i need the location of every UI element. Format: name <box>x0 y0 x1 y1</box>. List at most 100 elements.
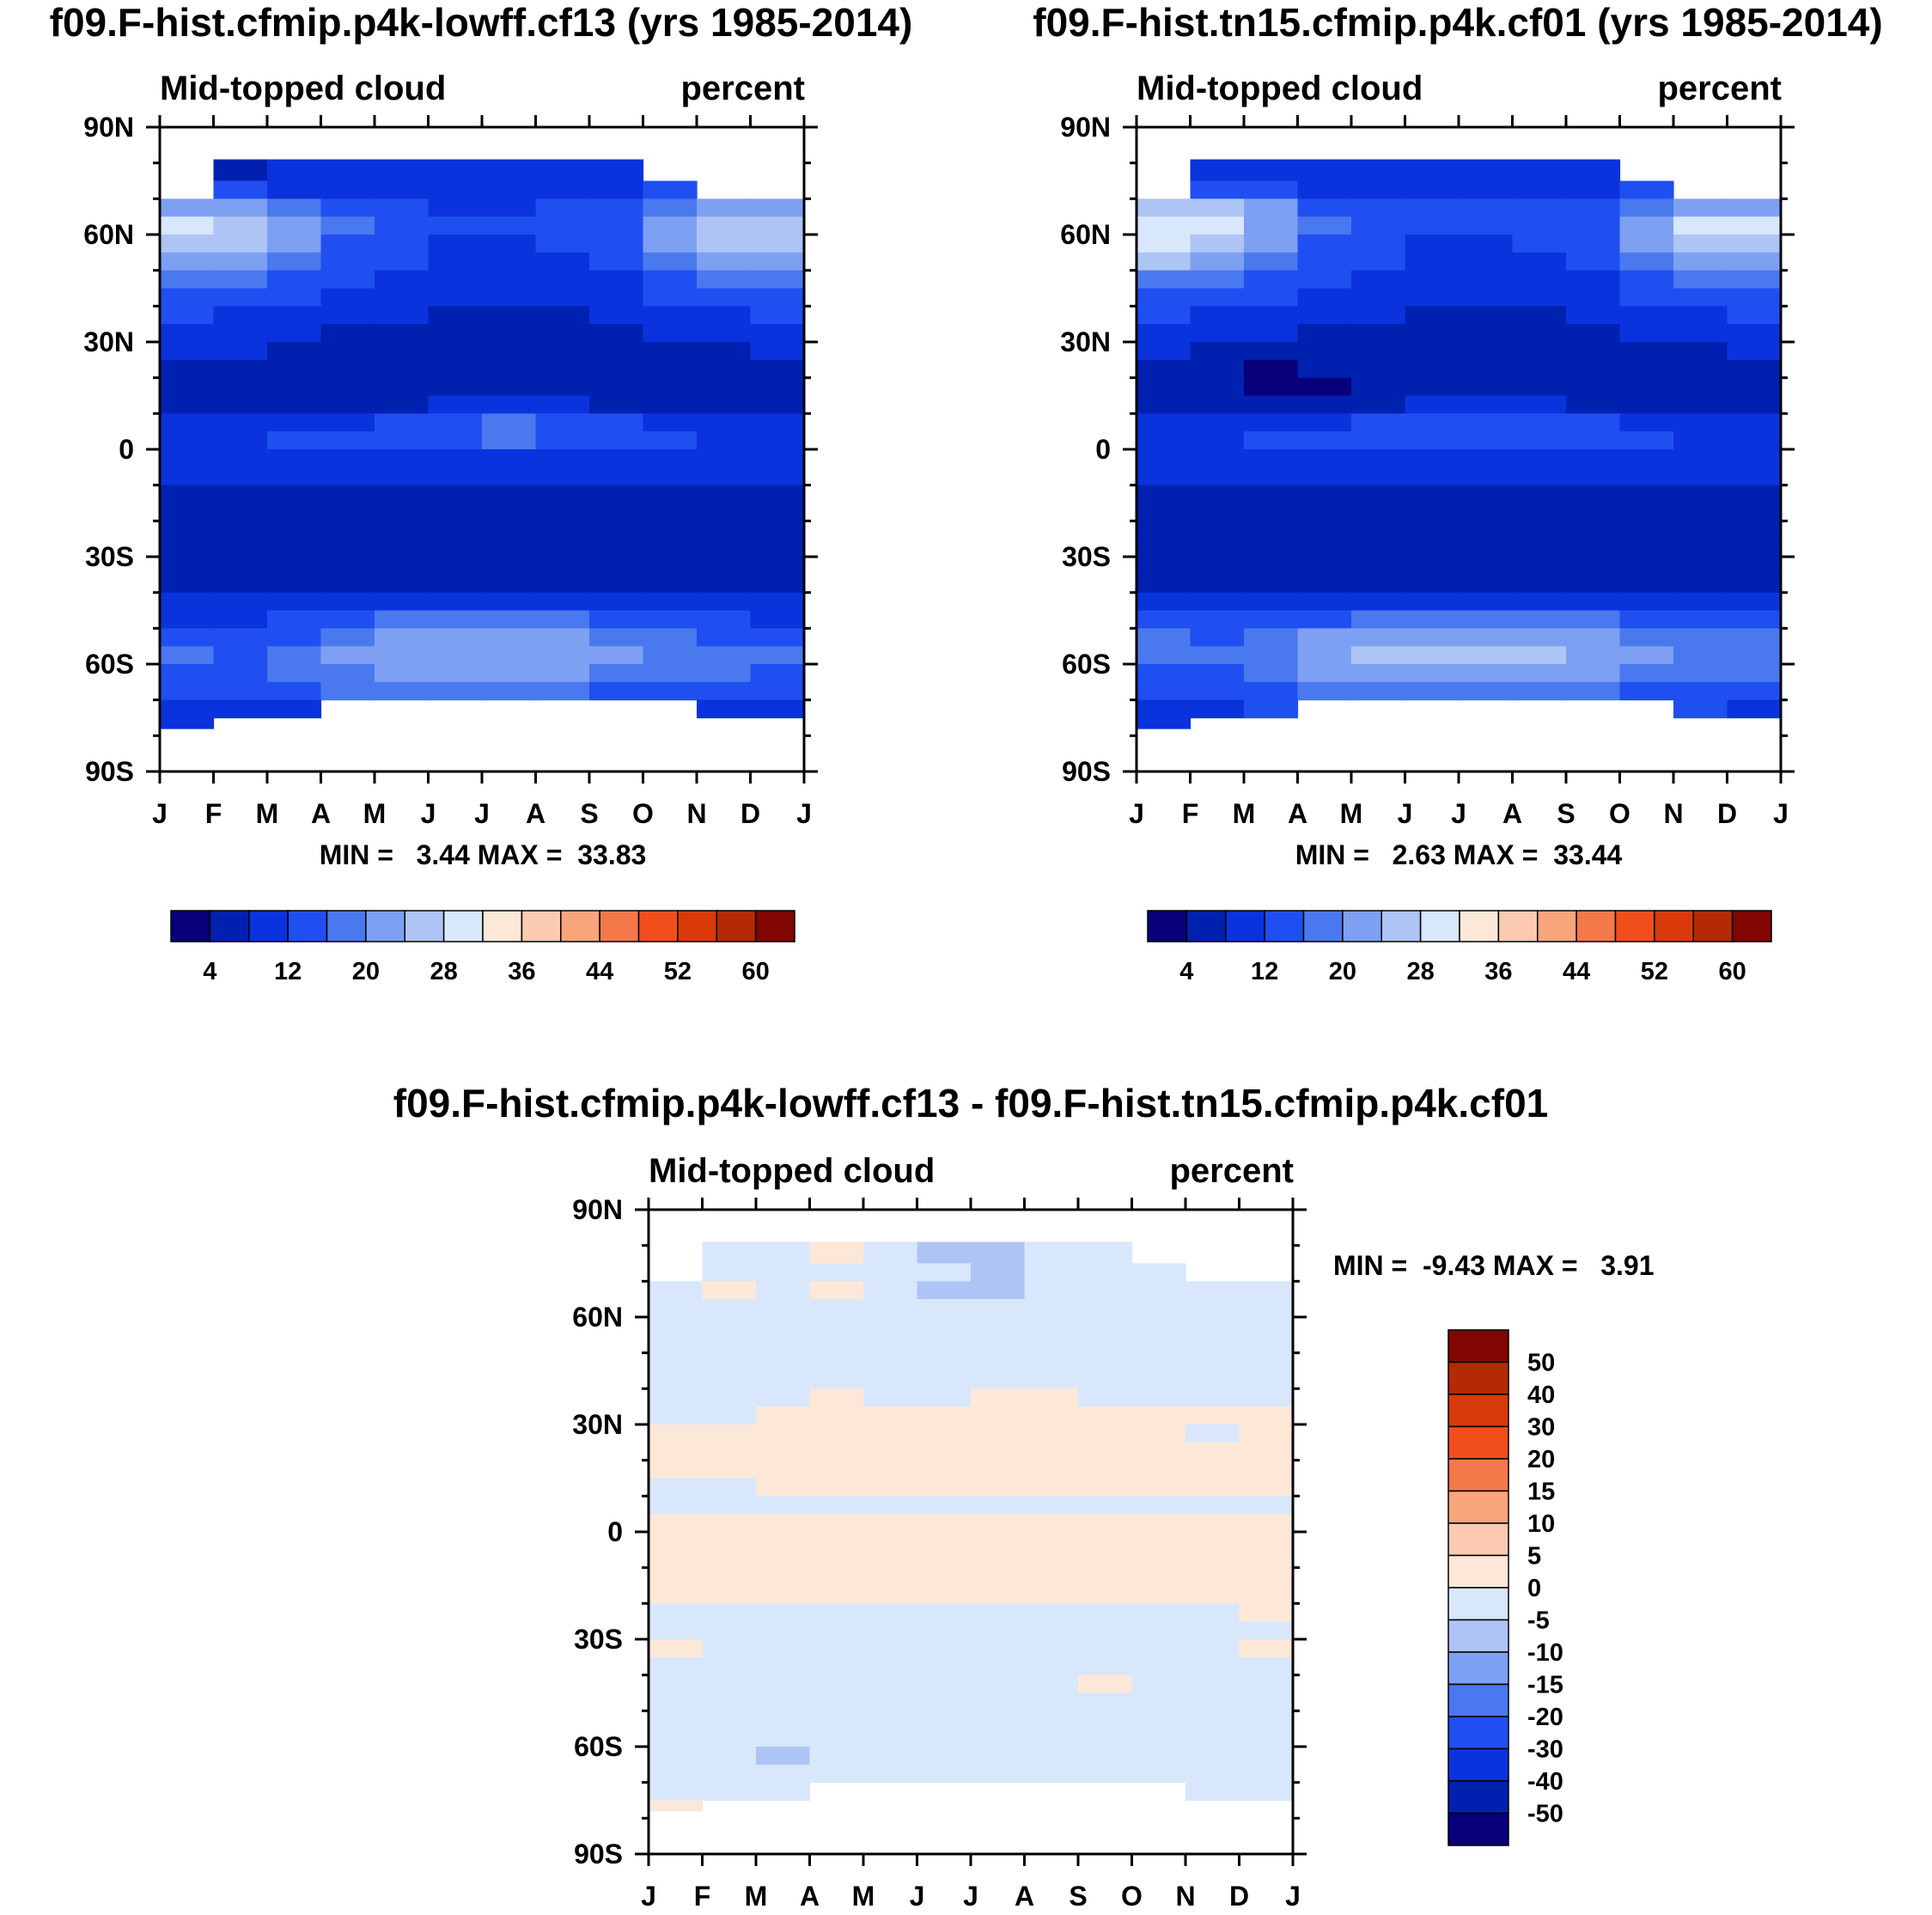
colorbar-box <box>1147 910 1188 942</box>
contour-cell <box>971 1388 1026 1407</box>
contour-cell <box>1459 252 1514 271</box>
contour-cell <box>702 1692 757 1711</box>
contour-cell <box>863 1603 918 1622</box>
contour-cell <box>809 1621 864 1640</box>
contour-cell <box>535 306 590 325</box>
panel1-stats: MIN = 3.44 MAX = 33.83 <box>320 839 647 870</box>
colorbar-box <box>1447 1587 1509 1621</box>
contour-cell <box>1727 198 1782 217</box>
contour-cell <box>1024 1388 1079 1407</box>
contour-cell <box>267 574 322 594</box>
x-tick-label: D <box>1717 798 1737 829</box>
contour-cell <box>1131 1424 1186 1443</box>
contour-cell <box>756 1639 811 1658</box>
contour-cell <box>1137 628 1192 647</box>
contour-cell <box>213 449 268 468</box>
contour-cell <box>1024 1263 1079 1282</box>
contour-cell <box>697 306 752 325</box>
contour-cell <box>1137 646 1192 665</box>
contour-cell <box>535 681 590 701</box>
contour-cell <box>1078 1406 1133 1425</box>
contour-cell <box>160 467 215 486</box>
contour-cell <box>1459 413 1514 432</box>
contour-cell <box>809 1747 864 1766</box>
contour-cell <box>1727 610 1782 629</box>
contour-cell <box>267 377 322 397</box>
contour-cell <box>1024 1603 1079 1622</box>
x-tick-label: J <box>963 1881 978 1912</box>
contour-cell <box>643 449 698 468</box>
contour-cell <box>213 288 268 307</box>
contour-cell <box>697 288 752 307</box>
contour-cell <box>1185 1514 1240 1533</box>
contour-cell <box>1131 1406 1186 1425</box>
contour-cell <box>1297 646 1352 665</box>
contour-cell <box>1727 288 1782 307</box>
contour-cell <box>589 413 644 432</box>
contour-cell <box>1185 1406 1240 1425</box>
colorbar-box <box>209 910 250 942</box>
contour-cell <box>1619 413 1674 432</box>
contour-cell <box>535 198 590 217</box>
contour-cell <box>1024 1585 1079 1604</box>
contour-cell <box>1459 377 1514 397</box>
contour-cell <box>756 1352 811 1372</box>
contour-cell <box>535 467 590 486</box>
contour-cell <box>1024 1317 1079 1336</box>
contour-cell <box>589 503 644 521</box>
contour-cell <box>756 1460 811 1479</box>
panel2-left-label: Mid-topped cloud <box>1137 70 1423 107</box>
contour-cell <box>1566 198 1621 217</box>
contour-cell <box>702 1496 757 1515</box>
contour-cell <box>750 592 805 612</box>
contour-cell <box>1459 628 1514 647</box>
contour-cell <box>1297 485 1352 504</box>
contour-cell <box>320 217 375 235</box>
contour-cell <box>1137 198 1192 217</box>
contour-cell <box>1351 288 1406 307</box>
contour-cell <box>1405 217 1460 235</box>
contour-cell <box>1185 1603 1240 1622</box>
contour-cell <box>750 646 805 665</box>
contour-cell <box>1190 646 1245 665</box>
contour-cell <box>756 1747 811 1766</box>
contour-cell <box>589 270 644 290</box>
contour-cell <box>1727 574 1782 594</box>
contour-cell <box>1239 1281 1294 1300</box>
contour-cell <box>1405 235 1460 253</box>
contour-cell <box>320 377 375 397</box>
contour-cell <box>482 413 537 432</box>
contour-cell <box>1405 180 1460 199</box>
contour-cell <box>1619 431 1674 450</box>
contour-cell <box>702 1764 757 1784</box>
contour-cell <box>213 395 268 414</box>
colorbar-label: 4 <box>203 958 216 985</box>
contour-cell <box>1727 467 1782 486</box>
contour-cell <box>1673 359 1728 379</box>
contour-cell <box>160 574 215 594</box>
contour-cell <box>1137 681 1192 701</box>
contour-cell <box>1185 1424 1240 1443</box>
contour-cell <box>863 1442 918 1461</box>
y-tick-label: 90N <box>572 1194 623 1225</box>
colorbar-box <box>1447 1522 1509 1557</box>
contour-cell <box>1137 252 1192 271</box>
contour-cell <box>750 485 805 504</box>
contour-cell <box>1459 592 1514 612</box>
contour-cell <box>1078 1317 1133 1336</box>
contour-cell <box>1405 610 1460 629</box>
contour-cell <box>1024 1299 1079 1318</box>
x-tick-label: O <box>1121 1881 1143 1912</box>
contour-cell <box>1351 413 1406 432</box>
contour-cell <box>160 503 215 521</box>
colorbar-box <box>1447 1554 1509 1589</box>
contour-cell <box>863 1621 918 1640</box>
colorbar-box <box>1447 1716 1509 1750</box>
contour-cell <box>1619 198 1674 217</box>
contour-cell <box>1185 1496 1240 1515</box>
contour-cell <box>1239 1317 1294 1336</box>
contour-cell <box>213 664 268 683</box>
contour-cell <box>160 198 215 217</box>
contour-cell <box>702 1442 757 1461</box>
contour-cell <box>375 235 430 253</box>
